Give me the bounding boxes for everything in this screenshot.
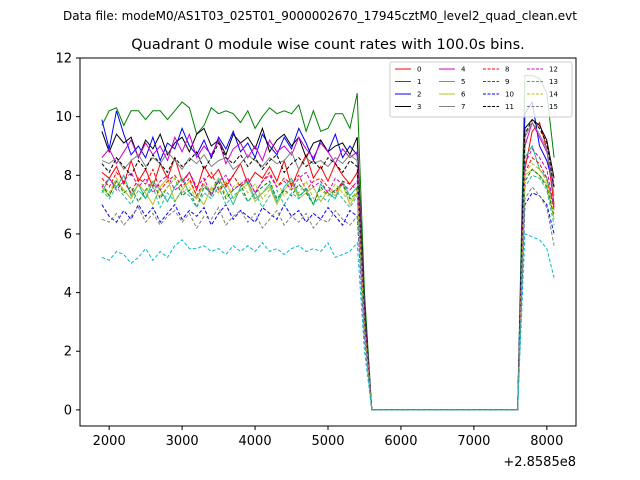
x-tick-label: 5000 [311, 434, 344, 449]
series-line-13 [101, 174, 555, 411]
legend-label-1: 1 [417, 78, 421, 86]
x-axis-offset-label: +2.8585e8 [503, 455, 576, 470]
y-tick-label: 2 [64, 345, 72, 360]
legend-label-8: 8 [505, 66, 509, 74]
legend-label-12: 12 [549, 66, 558, 74]
legend-label-11: 11 [505, 103, 514, 111]
plot-lines [101, 75, 555, 411]
y-tick-label: 10 [55, 110, 72, 125]
x-tick-label: 8000 [530, 434, 563, 449]
legend-label-2: 2 [417, 91, 421, 99]
legend-label-15: 15 [549, 103, 558, 111]
legend-label-7: 7 [461, 103, 465, 111]
chart-title: Quadrant 0 module wise count rates with … [131, 37, 525, 53]
y-axis: 0 2 4 6 8 10 12 [55, 52, 80, 418]
legend-label-0: 0 [417, 66, 421, 74]
legend-label-9: 9 [505, 78, 509, 86]
legend-label-14: 14 [549, 91, 558, 99]
x-tick-label: 3000 [166, 434, 199, 449]
legend-label-13: 13 [549, 78, 558, 86]
x-tick-label: 4000 [239, 434, 272, 449]
data-file-suptitle: Data file: modeM0/AS1T03_025T01_90000026… [63, 9, 577, 23]
legend-label-10: 10 [505, 91, 514, 99]
series-line-14 [101, 162, 555, 411]
series-line-15 [101, 186, 555, 411]
x-axis: 2000 3000 4000 5000 6000 7000 8000 [93, 426, 563, 449]
series-line-7 [101, 121, 555, 411]
y-tick-label: 12 [55, 52, 72, 67]
y-tick-label: 8 [64, 169, 72, 184]
x-tick-label: 2000 [93, 434, 126, 449]
legend-label-4: 4 [461, 66, 466, 74]
y-tick-label: 0 [64, 403, 72, 418]
y-tick-label: 4 [64, 286, 72, 301]
x-tick-label: 6000 [384, 434, 417, 449]
y-tick-label: 6 [64, 227, 72, 242]
legend-label-6: 6 [461, 91, 466, 99]
legend-label-3: 3 [417, 103, 421, 111]
series-line-unlabeled-16 [101, 233, 555, 411]
legend-box [389, 61, 573, 118]
legend-label-5: 5 [461, 78, 465, 86]
x-tick-label: 7000 [457, 434, 490, 449]
series-line-1 [101, 75, 555, 411]
